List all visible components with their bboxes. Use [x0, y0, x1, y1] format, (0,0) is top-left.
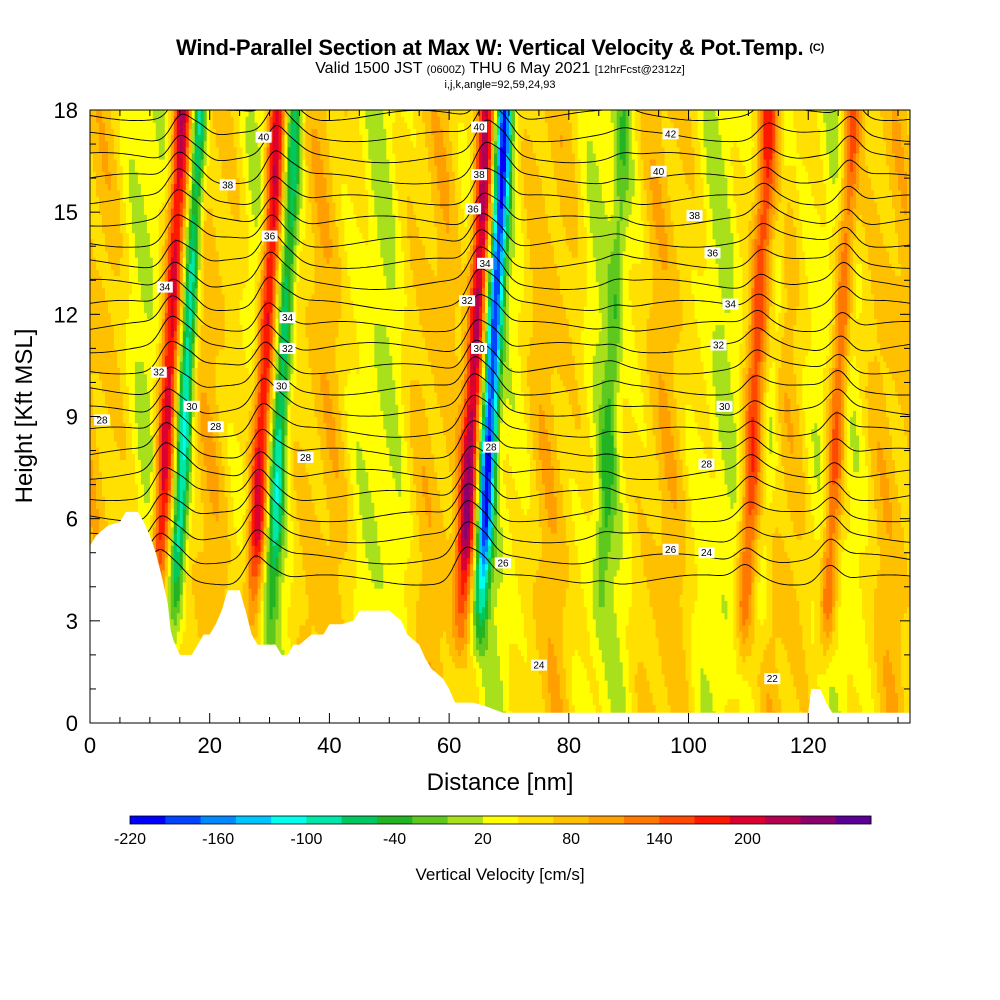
- theta-label: 34: [477, 257, 493, 270]
- valid-zulu: (0600Z): [427, 64, 466, 76]
- colorbar-swatch: [765, 816, 801, 824]
- colorbar-swatch: [553, 816, 590, 824]
- colorbar-swatch: [200, 816, 237, 824]
- colorbar-swatch: [130, 816, 166, 824]
- colorbar-swatch: [306, 816, 343, 824]
- colorbar-tick-label: -100: [290, 831, 322, 848]
- chart-title: Wind-Parallel Section at Max W: Vertical…: [0, 36, 1000, 60]
- valid-time: Valid 1500 JST (0600Z) THU 6 May 2021 [1…: [0, 60, 1000, 79]
- x-tick-label: 0: [84, 733, 96, 758]
- theta-label: 34: [722, 298, 739, 311]
- theta-label: 42: [662, 128, 679, 140]
- y-tick-label: 0: [66, 711, 78, 736]
- colorbar-tick-label: 200: [734, 831, 761, 848]
- colorbar-tick-label: -160: [202, 831, 234, 848]
- colorbar-swatch: [271, 816, 307, 824]
- theta-label: 30: [716, 400, 733, 413]
- colorbar-swatch: [235, 816, 272, 824]
- potential-temperature-contours: [90, 110, 910, 586]
- colorbar-tick-label: 80: [562, 831, 580, 848]
- colorbar-swatch: [694, 816, 731, 824]
- colorbar-swatch: [447, 816, 484, 824]
- y-tick-label: 6: [66, 507, 78, 532]
- copyright-mark: (C): [809, 42, 824, 54]
- theta-label: 34: [156, 281, 173, 294]
- section-indices: i,j,k,angle=92,59,24,93: [0, 79, 1000, 92]
- colorbar-tick-label: 140: [646, 831, 673, 848]
- valid-local: Valid 1500 JST: [315, 60, 422, 77]
- x-tick-label: 60: [437, 733, 461, 758]
- y-tick-label: 15: [54, 200, 78, 225]
- colorbar-swatch: [165, 816, 201, 824]
- colorbar-swatch: [659, 816, 695, 824]
- theta-label: 34: [279, 312, 296, 324]
- colorbar-tick-label: -220: [114, 831, 146, 848]
- title-block: Wind-Parallel Section at Max W: Vertical…: [0, 36, 1000, 92]
- x-tick-label: 40: [317, 733, 341, 758]
- theta-label: 32: [150, 366, 167, 379]
- theta-label: 40: [650, 165, 667, 178]
- theta-label: 24: [698, 547, 715, 559]
- x-tick-label: 100: [670, 733, 707, 758]
- colorbar-label: Vertical Velocity [cm/s]: [415, 865, 584, 884]
- x-axis: 0 20 40 60 80 100 120: [84, 110, 899, 758]
- x-axis-label: Distance [nm]: [427, 769, 574, 796]
- forecast-info: [12hrFcst@2312z]: [595, 64, 685, 76]
- title-text: Wind-Parallel Section at Max W: Vertical…: [176, 35, 804, 60]
- colorbar: -220 -160 -100 -40 20 80 140 200: [114, 815, 872, 848]
- theta-label: 24: [530, 659, 547, 672]
- colorbar-swatch: [624, 816, 660, 824]
- theta-label: 40: [471, 121, 488, 134]
- theta-label: 28: [94, 414, 110, 426]
- theta-label: 28: [698, 458, 715, 471]
- contour-labels: 40 38 36 34 34 32 32 30 30 28 28 28 40 38 36 34 32 30 28 26…: [94, 121, 781, 685]
- colorbar-swatch: [729, 816, 766, 824]
- theta-label: 26: [495, 557, 511, 569]
- theta-label: 28: [297, 451, 314, 464]
- colorbar-swatch: [800, 816, 837, 824]
- theta-label: 38: [686, 210, 703, 222]
- x-tick-label: 20: [197, 733, 221, 758]
- theta-label: 36: [465, 203, 482, 215]
- colorbar-swatch: [588, 816, 625, 824]
- theta-label: 32: [459, 295, 476, 307]
- colorbar-tick-label: 20: [474, 831, 492, 848]
- colorbar-tick-label: -40: [383, 831, 406, 848]
- theta-label: 30: [471, 342, 488, 355]
- theta-label: 32: [279, 342, 296, 355]
- theta-label: 40: [255, 131, 272, 144]
- x-tick-label: 80: [557, 733, 581, 758]
- colorbar-swatch: [835, 816, 872, 824]
- terrain-mask: [90, 511, 910, 723]
- theta-label: 38: [219, 179, 236, 191]
- y-tick-label: 18: [54, 98, 78, 123]
- y-axis-label: Height [Kft MSL]: [11, 329, 38, 504]
- theta-label: 36: [261, 230, 278, 243]
- theta-label: 32: [710, 339, 727, 352]
- colorbar-swatch: [377, 816, 413, 824]
- y-tick-label: 9: [66, 405, 78, 430]
- colorbar-swatch: [482, 816, 519, 824]
- theta-label: 36: [704, 247, 721, 260]
- valid-date: THU 6 May 2021: [469, 60, 590, 77]
- x-tick-label: 120: [790, 733, 827, 758]
- y-tick-label: 12: [54, 302, 78, 327]
- theta-label: 28: [207, 421, 224, 433]
- theta-label: 26: [662, 543, 679, 556]
- theta-label: 30: [273, 380, 290, 392]
- theta-label: 30: [183, 400, 200, 413]
- theta-label: 38: [471, 169, 488, 181]
- theta-label: 28: [483, 441, 499, 454]
- colorbar-swatch: [412, 816, 448, 824]
- theta-label: 22: [764, 673, 781, 685]
- colorbar-swatch: [518, 816, 554, 824]
- colorbar-swatch: [341, 816, 378, 824]
- y-tick-label: 3: [66, 609, 78, 634]
